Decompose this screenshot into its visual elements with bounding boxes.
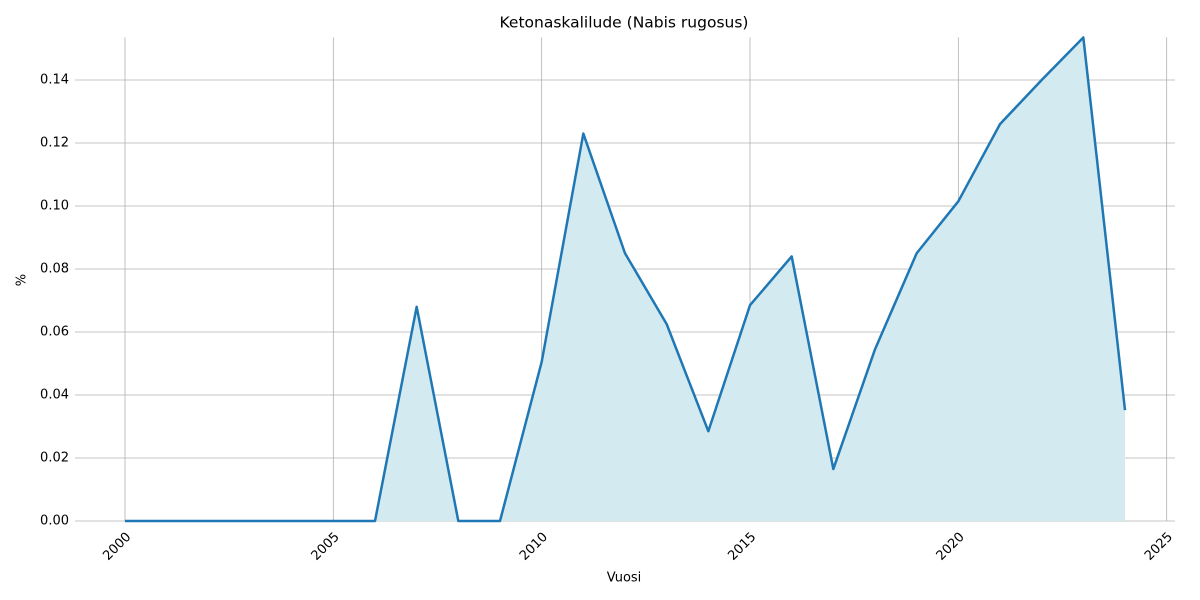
line [125,36,1127,523]
y-tick-label: 0.14 [40,73,69,88]
y-tick-label: 0.02 [40,451,69,466]
y-tick-label: 0.08 [40,262,69,277]
x-tick-label: 2025 [1142,530,1176,564]
x-axis-label: Vuosi [607,571,642,586]
y-axis-label: % [15,274,30,286]
x-tick-label: 2005 [309,530,343,564]
y-tick-label: 0.06 [40,325,69,340]
y-tick-label: 0.04 [40,388,69,403]
chart-title: Ketonaskalilude (Nabis rugosus) [500,14,749,32]
y-tick-label: 0.12 [40,136,69,151]
x-tick-label: 2020 [934,530,968,564]
area [125,37,1125,521]
x-tick-label: 2010 [517,530,551,564]
x-tick-label: 2015 [725,530,759,564]
y-tick-label: 0.00 [40,514,69,529]
y-tick-label: 0.10 [40,199,69,214]
x-tick-label: 2000 [100,530,134,564]
